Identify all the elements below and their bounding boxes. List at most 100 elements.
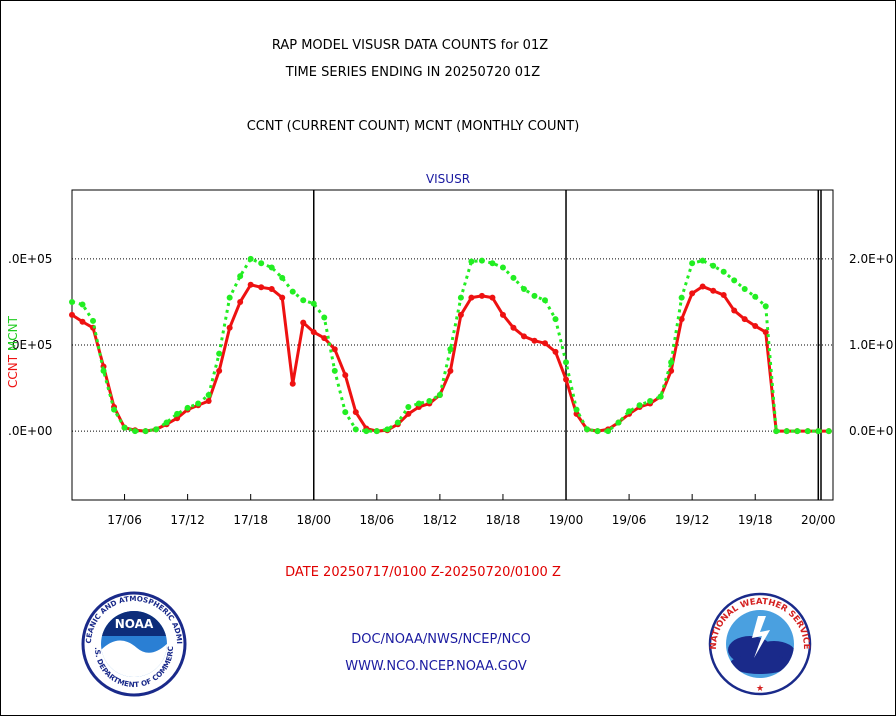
gull-icon xyxy=(101,640,167,677)
x-tick-label: 18/00 xyxy=(296,513,331,527)
data-point-ccnt xyxy=(520,333,527,340)
data-point-mcnt xyxy=(237,273,244,280)
chart-subtitle-legend: CCNT (CURRENT COUNT) MCNT (MONTHLY COUNT… xyxy=(246,119,580,134)
data-point-mcnt xyxy=(468,258,475,265)
nws-emblem xyxy=(726,610,794,678)
data-point-mcnt xyxy=(699,257,706,264)
data-point-ccnt xyxy=(478,292,485,299)
x-tick-label: 18/06 xyxy=(360,513,395,527)
data-point-mcnt xyxy=(184,404,191,411)
data-point-ccnt xyxy=(457,311,464,318)
data-point-ccnt xyxy=(205,397,212,404)
x-tick-label: 19/06 xyxy=(612,513,647,527)
data-point-mcnt xyxy=(258,260,265,267)
data-point-mcnt xyxy=(426,397,433,404)
data-point-mcnt xyxy=(520,286,527,293)
data-point-ccnt xyxy=(468,294,475,301)
data-point-mcnt xyxy=(605,428,612,435)
data-point-ccnt xyxy=(268,286,275,293)
data-point-mcnt xyxy=(268,264,275,271)
data-point-mcnt xyxy=(815,428,822,435)
noaa-logo: NATIONAL OCEANIC AND ATMOSPHERIC ADMINIS… xyxy=(79,590,187,697)
data-point-ccnt xyxy=(331,346,338,353)
data-point-ccnt xyxy=(541,340,548,347)
data-point-mcnt xyxy=(541,297,548,304)
series-line-mcnt xyxy=(71,257,829,433)
data-point-ccnt xyxy=(79,318,86,325)
data-point-mcnt xyxy=(352,426,359,433)
data-point-ccnt xyxy=(499,311,506,318)
y-tick-label-left: .0E+05 xyxy=(8,338,52,352)
data-point-mcnt xyxy=(668,359,675,366)
data-point-mcnt xyxy=(573,406,580,413)
data-point-mcnt xyxy=(678,294,685,301)
data-point-ccnt xyxy=(447,367,454,374)
data-point-ccnt xyxy=(247,281,254,288)
data-point-mcnt xyxy=(552,316,559,323)
data-point-mcnt xyxy=(499,264,506,271)
data-point-mcnt xyxy=(720,268,727,275)
data-point-ccnt xyxy=(69,311,75,318)
data-point-mcnt xyxy=(310,300,317,307)
lightning-icon xyxy=(752,616,770,658)
data-point-ccnt xyxy=(668,367,675,374)
data-point-mcnt xyxy=(226,294,233,301)
panel-title: VISUSR xyxy=(425,172,471,186)
date-range-label: DATE 20250717/0100 Z-20250720/0100 Z xyxy=(285,565,561,580)
data-point-ccnt xyxy=(710,287,717,294)
chart-title: RAP MODEL VISUSR DATA COUNTS for 01Z xyxy=(271,38,549,53)
data-point-ccnt xyxy=(342,372,349,379)
data-point-mcnt xyxy=(584,426,591,433)
y-tick-label-right: 2.0E+0 xyxy=(849,252,893,266)
data-point-mcnt xyxy=(331,367,338,374)
data-point-mcnt xyxy=(132,428,139,435)
chart-subtitle-time: TIME SERIES ENDING IN 20250720 01Z xyxy=(285,65,541,80)
data-point-mcnt xyxy=(111,406,118,413)
data-point-ccnt xyxy=(720,292,727,299)
data-point-mcnt xyxy=(174,410,181,417)
data-point-mcnt xyxy=(510,274,517,281)
nws-logo: NATIONAL WEATHER SERVICE ★ xyxy=(708,592,812,696)
data-point-mcnt xyxy=(342,409,349,416)
data-point-ccnt xyxy=(689,290,696,297)
data-point-mcnt xyxy=(657,393,664,400)
data-point-mcnt xyxy=(153,426,160,433)
y-axis-label: CCNT MCNT xyxy=(6,315,20,388)
data-point-mcnt xyxy=(163,419,170,426)
data-point-ccnt xyxy=(258,284,265,291)
data-point-mcnt xyxy=(478,257,485,264)
data-point-mcnt xyxy=(457,294,464,301)
data-point-mcnt xyxy=(531,292,538,299)
data-point-mcnt xyxy=(279,274,286,281)
data-point-mcnt xyxy=(731,277,738,284)
x-tick-label: 19/12 xyxy=(675,513,710,527)
data-point-ccnt xyxy=(300,319,307,326)
data-point-mcnt xyxy=(447,346,454,353)
data-point-mcnt xyxy=(100,367,107,374)
agency-credit: DOC/NOAA/NWS/NCEP/NCO xyxy=(351,632,531,647)
data-point-ccnt xyxy=(510,324,517,331)
data-point-ccnt xyxy=(531,337,538,344)
data-point-mcnt xyxy=(647,397,654,404)
data-point-ccnt xyxy=(563,376,570,383)
x-tick-label: 19/00 xyxy=(549,513,584,527)
data-point-mcnt xyxy=(626,408,633,415)
data-point-mcnt xyxy=(794,428,801,435)
x-tick-label: 18/12 xyxy=(423,513,458,527)
x-tick-label: 18/18 xyxy=(486,513,521,527)
data-point-mcnt xyxy=(689,260,696,267)
data-point-mcnt xyxy=(363,428,370,435)
data-point-ccnt xyxy=(762,329,769,336)
data-point-mcnt xyxy=(384,426,391,433)
data-point-ccnt xyxy=(678,316,685,323)
data-point-mcnt xyxy=(216,350,223,357)
data-point-mcnt xyxy=(247,255,254,262)
star-icon: ★ xyxy=(756,684,764,694)
data-point-mcnt xyxy=(69,298,75,305)
x-tick-label: 20/00 xyxy=(801,513,836,527)
data-point-mcnt xyxy=(825,428,832,435)
data-point-mcnt xyxy=(405,404,412,410)
data-point-mcnt xyxy=(142,428,149,435)
data-point-mcnt xyxy=(121,424,128,431)
data-point-mcnt xyxy=(79,301,86,308)
